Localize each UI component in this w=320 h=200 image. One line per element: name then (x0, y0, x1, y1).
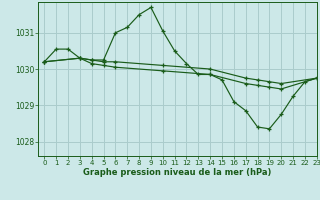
X-axis label: Graphe pression niveau de la mer (hPa): Graphe pression niveau de la mer (hPa) (84, 168, 272, 177)
